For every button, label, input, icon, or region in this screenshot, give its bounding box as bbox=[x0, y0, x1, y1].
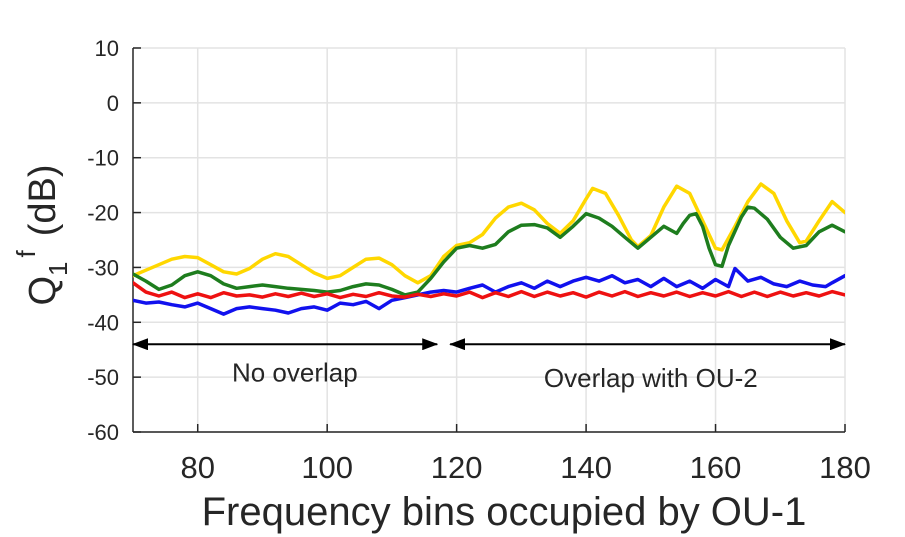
annotations: No overlap Overlap with OU-2 bbox=[132, 338, 846, 393]
x-tick-label: 180 bbox=[819, 450, 871, 485]
series-green-line bbox=[133, 205, 845, 297]
y-tick-label: -50 bbox=[87, 365, 119, 390]
y-tick-label: -40 bbox=[87, 310, 119, 335]
x-tick-label: 160 bbox=[690, 450, 742, 485]
series-red-line bbox=[133, 281, 845, 300]
annotation-label-1: No overlap bbox=[232, 358, 358, 388]
y-tick-label: -10 bbox=[87, 146, 119, 171]
series-yellow-line bbox=[133, 182, 845, 285]
y-axis-label: Q1f (dB) bbox=[11, 164, 73, 305]
y-axis-label-unit: (dB) bbox=[22, 164, 64, 236]
y-axis-label-subscript: 1 bbox=[43, 262, 73, 276]
y-tick-label: -20 bbox=[87, 201, 119, 226]
y-tick-label: 0 bbox=[107, 91, 119, 116]
x-tick-label: 80 bbox=[180, 450, 214, 485]
y-tick-label: -60 bbox=[87, 420, 119, 445]
y-tick-label: -30 bbox=[87, 255, 119, 280]
x-tick-label: 140 bbox=[560, 450, 612, 485]
y-axis-label-superscript: f bbox=[11, 250, 41, 258]
annotation-label-2: Overlap with OU-2 bbox=[544, 363, 758, 393]
x-tick-label: 120 bbox=[431, 450, 483, 485]
x-axis-label: Frequency bins occupied by OU-1 bbox=[202, 490, 807, 534]
y-axis-label-main: Q bbox=[22, 276, 64, 306]
x-tick-label: 100 bbox=[301, 450, 353, 485]
y-tick-label: 10 bbox=[95, 36, 119, 61]
series-group bbox=[133, 182, 845, 316]
